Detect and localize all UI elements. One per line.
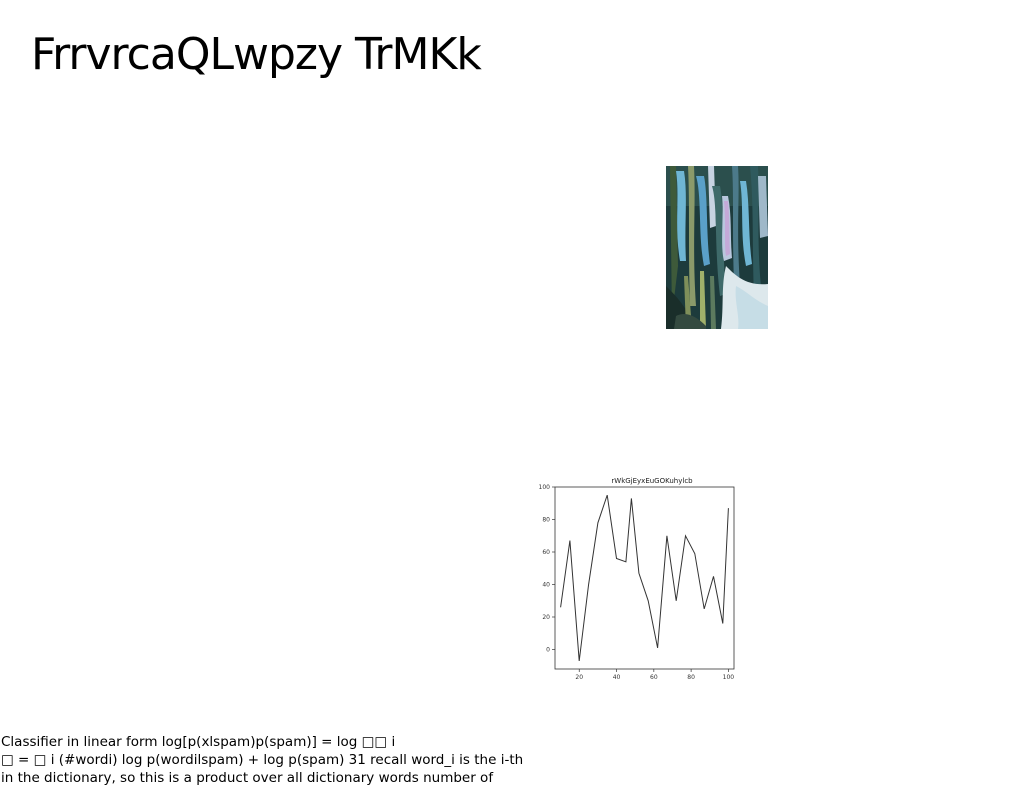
- y-tick-label: 40: [542, 582, 550, 589]
- y-tick-label: 100: [539, 484, 551, 491]
- body-text: Classifier in linear form log[p(xlspam)p…: [1, 733, 561, 787]
- x-axis: 20 40 60 80 100: [575, 669, 734, 681]
- x-tick-label: 80: [687, 674, 695, 681]
- x-tick-label: 20: [575, 674, 583, 681]
- abstract-painting-image: [666, 166, 768, 329]
- plot-frame: [554, 486, 735, 670]
- y-tick-label: 0: [546, 647, 550, 654]
- text-line: □ = □ i (#wordi) log p(wordilspam) + log…: [1, 752, 524, 768]
- text-line: in the dictionary, so this is a product …: [1, 770, 494, 786]
- text-line: Classifier in linear form log[p(xlspam)p…: [1, 734, 396, 750]
- series-line: [560, 494, 729, 661]
- line-chart: rWkGjEyxEuGOKuhylcb 0 20 40 60 80 100 20 40 60 8…: [527, 474, 741, 686]
- x-tick-label: 40: [613, 674, 621, 681]
- x-tick-label: 60: [650, 674, 658, 681]
- y-tick-label: 20: [542, 614, 550, 621]
- y-axis: 0 20 40 60 80 100: [539, 484, 555, 654]
- y-tick-label: 80: [542, 517, 550, 524]
- slide-title: FrrvrcaQLwpzy TrMKk: [31, 29, 482, 80]
- x-tick-label: 100: [723, 674, 735, 681]
- y-tick-label: 60: [542, 549, 550, 556]
- chart-title: rWkGjEyxEuGOKuhylcb: [611, 477, 693, 485]
